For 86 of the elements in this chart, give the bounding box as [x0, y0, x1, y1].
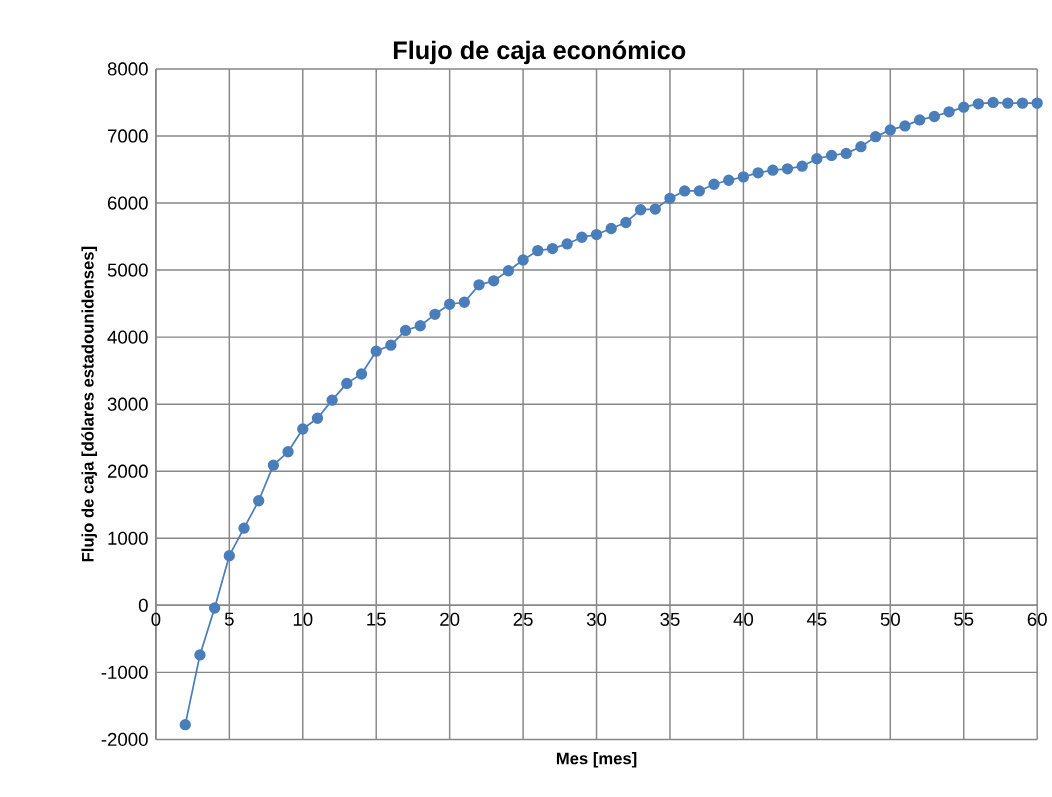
point [693, 185, 706, 197]
point [282, 445, 294, 458]
point [370, 345, 382, 357]
point [179, 718, 191, 731]
point [928, 110, 941, 123]
point [429, 308, 441, 320]
x-tick-label: 50 [880, 612, 900, 626]
y-tick-label: 2000 [107, 464, 148, 478]
point [796, 160, 808, 172]
point [194, 649, 206, 661]
point [723, 174, 735, 186]
point [620, 216, 632, 228]
point [972, 97, 985, 110]
point [546, 242, 559, 255]
point [532, 244, 544, 257]
y-tick-label: -1000 [101, 665, 148, 679]
x-tick-label: 25 [513, 612, 533, 626]
y-tick-label: 0 [138, 598, 148, 612]
point [1002, 97, 1014, 109]
y-tick-label: 5000 [107, 263, 148, 277]
point [987, 96, 999, 108]
point [958, 101, 970, 113]
point [781, 162, 794, 175]
point [443, 298, 456, 310]
point [605, 222, 617, 234]
point [297, 423, 309, 435]
y-tick-label: 3000 [107, 397, 148, 411]
point [502, 264, 515, 277]
point [679, 185, 691, 197]
point [811, 152, 823, 165]
point [488, 274, 500, 287]
x-tick-label: 45 [806, 612, 827, 626]
point [855, 140, 867, 153]
y-tick-label: 7000 [107, 129, 148, 143]
point [208, 602, 221, 614]
point [458, 296, 471, 308]
point [869, 130, 882, 143]
point [840, 147, 852, 159]
point [326, 394, 338, 406]
point [884, 124, 896, 136]
point [355, 368, 368, 380]
point [1031, 97, 1043, 109]
point [943, 106, 955, 118]
point [899, 120, 911, 132]
x-tick-label: 5 [224, 612, 234, 626]
x-axis-title: Mes [mes] [556, 751, 637, 768]
point [311, 412, 324, 424]
point [767, 164, 779, 176]
point [253, 494, 265, 507]
chart-title: Flujo de caja económico [393, 40, 686, 65]
y-tick-label: 8000 [107, 62, 148, 76]
x-tick-label: 35 [660, 612, 680, 626]
point [517, 254, 529, 266]
point [664, 192, 676, 204]
y-tick-label: 1000 [108, 531, 148, 545]
point [914, 114, 926, 126]
x-tick-label: 10 [293, 612, 313, 626]
point [561, 238, 573, 250]
x-tick-label: 40 [733, 612, 754, 626]
x-tick-label: 20 [440, 612, 460, 626]
point [649, 203, 661, 215]
y-tick-label: 4000 [107, 330, 148, 344]
point [399, 324, 412, 336]
point [473, 278, 485, 291]
y-tick-label: 6000 [107, 196, 148, 210]
x-tick-label: 60 [1027, 612, 1047, 626]
point [737, 171, 750, 183]
x-tick-label: 55 [954, 612, 974, 626]
point [576, 231, 588, 243]
point [341, 377, 353, 389]
point [590, 228, 603, 241]
y-tick-label: -2000 [101, 732, 148, 746]
x-tick-label: 30 [586, 612, 607, 626]
point [223, 549, 235, 562]
point [1016, 97, 1029, 109]
point [752, 167, 764, 179]
point [708, 178, 720, 190]
x-tick-label: 0 [151, 612, 161, 626]
point [267, 459, 280, 471]
point [385, 339, 397, 351]
x-tick-label: 15 [367, 612, 386, 626]
y-axis-title: Flujo de caja [dólares estadounidenses] [81, 246, 97, 562]
point [238, 522, 250, 534]
point [414, 319, 426, 332]
point [825, 149, 838, 161]
point [634, 203, 647, 216]
